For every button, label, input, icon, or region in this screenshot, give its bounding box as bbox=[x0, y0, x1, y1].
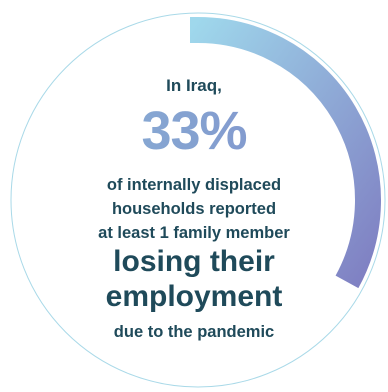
intro-text: In Iraq, bbox=[166, 76, 222, 95]
body-line-3: at least 1 family member bbox=[98, 224, 290, 242]
emphasis-line-2: employment bbox=[105, 280, 283, 313]
emphasis-line-1: losing their bbox=[113, 245, 275, 278]
body-line-1: of internally displaced bbox=[106, 176, 282, 194]
body-line-2: households reported bbox=[111, 200, 277, 218]
percentage-arc bbox=[190, 17, 381, 289]
background-ring bbox=[10, 12, 386, 388]
outro-text: due to the pandemic bbox=[113, 323, 275, 341]
percentage-value: 33% bbox=[0, 100, 388, 162]
